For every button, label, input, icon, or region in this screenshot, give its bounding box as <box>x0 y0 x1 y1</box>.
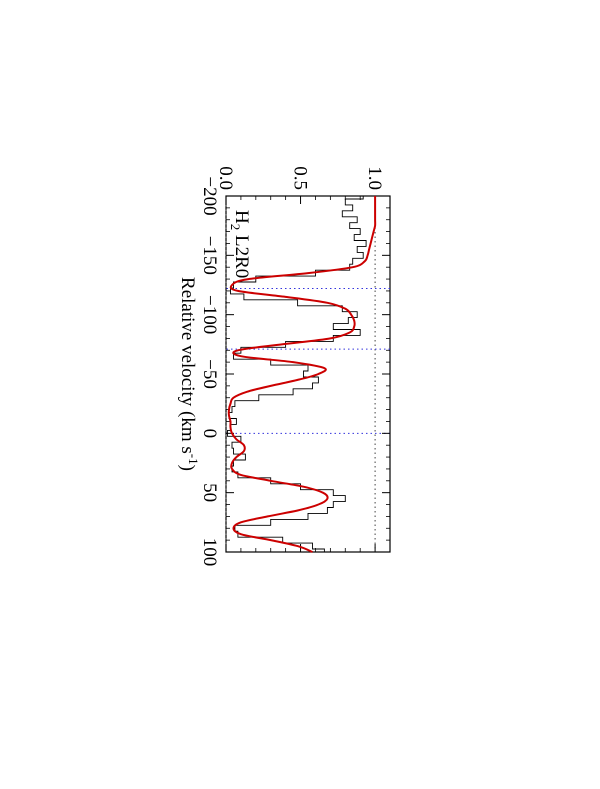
y-tick-label: 0.5 <box>290 166 311 190</box>
x-tick-label: 0 <box>199 429 220 439</box>
y-tick-label: 0.0 <box>215 166 236 190</box>
x-tick-label: 100 <box>199 538 220 567</box>
transition-label: H2 L2R0 <box>228 210 252 278</box>
data-histogram-series <box>227 196 367 552</box>
x-tick-label: −100 <box>199 295 220 334</box>
x-tick-label: −200 <box>199 176 220 215</box>
x-tick-label: −50 <box>199 359 220 389</box>
x-tick-label: 50 <box>199 483 220 502</box>
x-axis-label: Relative velocity (km s-1) <box>177 277 201 471</box>
y-tick-label: 1.0 <box>364 166 385 190</box>
fit-series <box>227 196 377 553</box>
x-tick-label: −150 <box>199 236 220 275</box>
plot-area: −200 −150 −100 −50 0 50 100 0.0 0.5 1.0 Relative v… <box>177 166 391 567</box>
